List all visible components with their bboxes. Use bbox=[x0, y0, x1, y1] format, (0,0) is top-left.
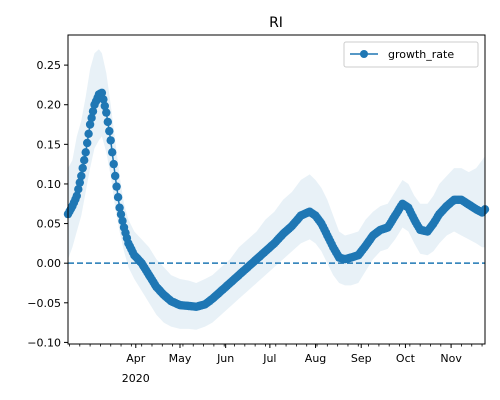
data-point bbox=[72, 191, 82, 200]
x-tick-label: Nov bbox=[440, 352, 462, 365]
data-point bbox=[97, 88, 107, 98]
data-point bbox=[87, 113, 96, 123]
y-tick-label: 0.05 bbox=[37, 218, 62, 231]
legend-box bbox=[343, 41, 479, 68]
data-point bbox=[80, 156, 89, 165]
data-point bbox=[109, 159, 118, 169]
data-point bbox=[78, 163, 87, 173]
chart-title: RI bbox=[269, 15, 283, 31]
x-tick-label: Aug bbox=[305, 352, 326, 365]
confidence-band bbox=[68, 49, 485, 330]
data-point bbox=[115, 203, 124, 212]
data-point bbox=[102, 108, 111, 117]
data-point bbox=[113, 193, 123, 202]
legend-marker-swatch bbox=[360, 50, 368, 58]
data-point bbox=[83, 138, 92, 148]
data-point bbox=[108, 148, 117, 157]
data-point bbox=[74, 185, 83, 194]
plot-area bbox=[63, 49, 490, 330]
y-tick-label: 0.00 bbox=[37, 257, 62, 270]
x-tick-label: Sep bbox=[351, 352, 372, 365]
data-point bbox=[106, 136, 115, 145]
data-point bbox=[105, 126, 114, 136]
data-point bbox=[75, 178, 85, 187]
x-tick-label: Jun bbox=[216, 352, 234, 365]
data-point bbox=[116, 210, 126, 219]
data-point bbox=[103, 117, 113, 127]
x-tick-year-label: 2020 bbox=[122, 372, 150, 385]
x-tick-label: Apr bbox=[126, 352, 146, 365]
data-point bbox=[99, 95, 108, 104]
data-point bbox=[112, 182, 121, 191]
plot-frame bbox=[67, 34, 486, 345]
data-point bbox=[100, 101, 110, 111]
data-point bbox=[77, 171, 86, 181]
legend-label-growth-rate: growth_rate bbox=[388, 48, 454, 61]
y-tick-label: 0.15 bbox=[37, 138, 62, 151]
data-point bbox=[85, 120, 95, 129]
series-markers bbox=[63, 88, 490, 311]
data-point bbox=[118, 216, 127, 226]
legend: growth_rate bbox=[343, 41, 479, 68]
data-point bbox=[88, 107, 98, 116]
x-tick-label: May bbox=[169, 352, 192, 365]
x-tick-label: Jul bbox=[262, 352, 276, 365]
y-tick-label: 0.20 bbox=[37, 99, 62, 112]
data-point bbox=[84, 129, 93, 138]
x-tick-label: Oct bbox=[396, 352, 416, 365]
x-axis: Apr 2020 May Jun Jul Aug Sep Oct Nov bbox=[69, 344, 483, 385]
data-point bbox=[81, 148, 90, 157]
y-tick-label: −0.05 bbox=[27, 297, 61, 310]
data-point bbox=[111, 171, 120, 181]
y-tick-label: 0.25 bbox=[37, 59, 62, 72]
y-axis: −0.10 −0.05 0.00 0.05 0.10 0.15 0.20 0.25 bbox=[27, 59, 68, 349]
y-tick-label: 0.10 bbox=[37, 178, 62, 191]
y-tick-label: −0.10 bbox=[27, 336, 61, 349]
